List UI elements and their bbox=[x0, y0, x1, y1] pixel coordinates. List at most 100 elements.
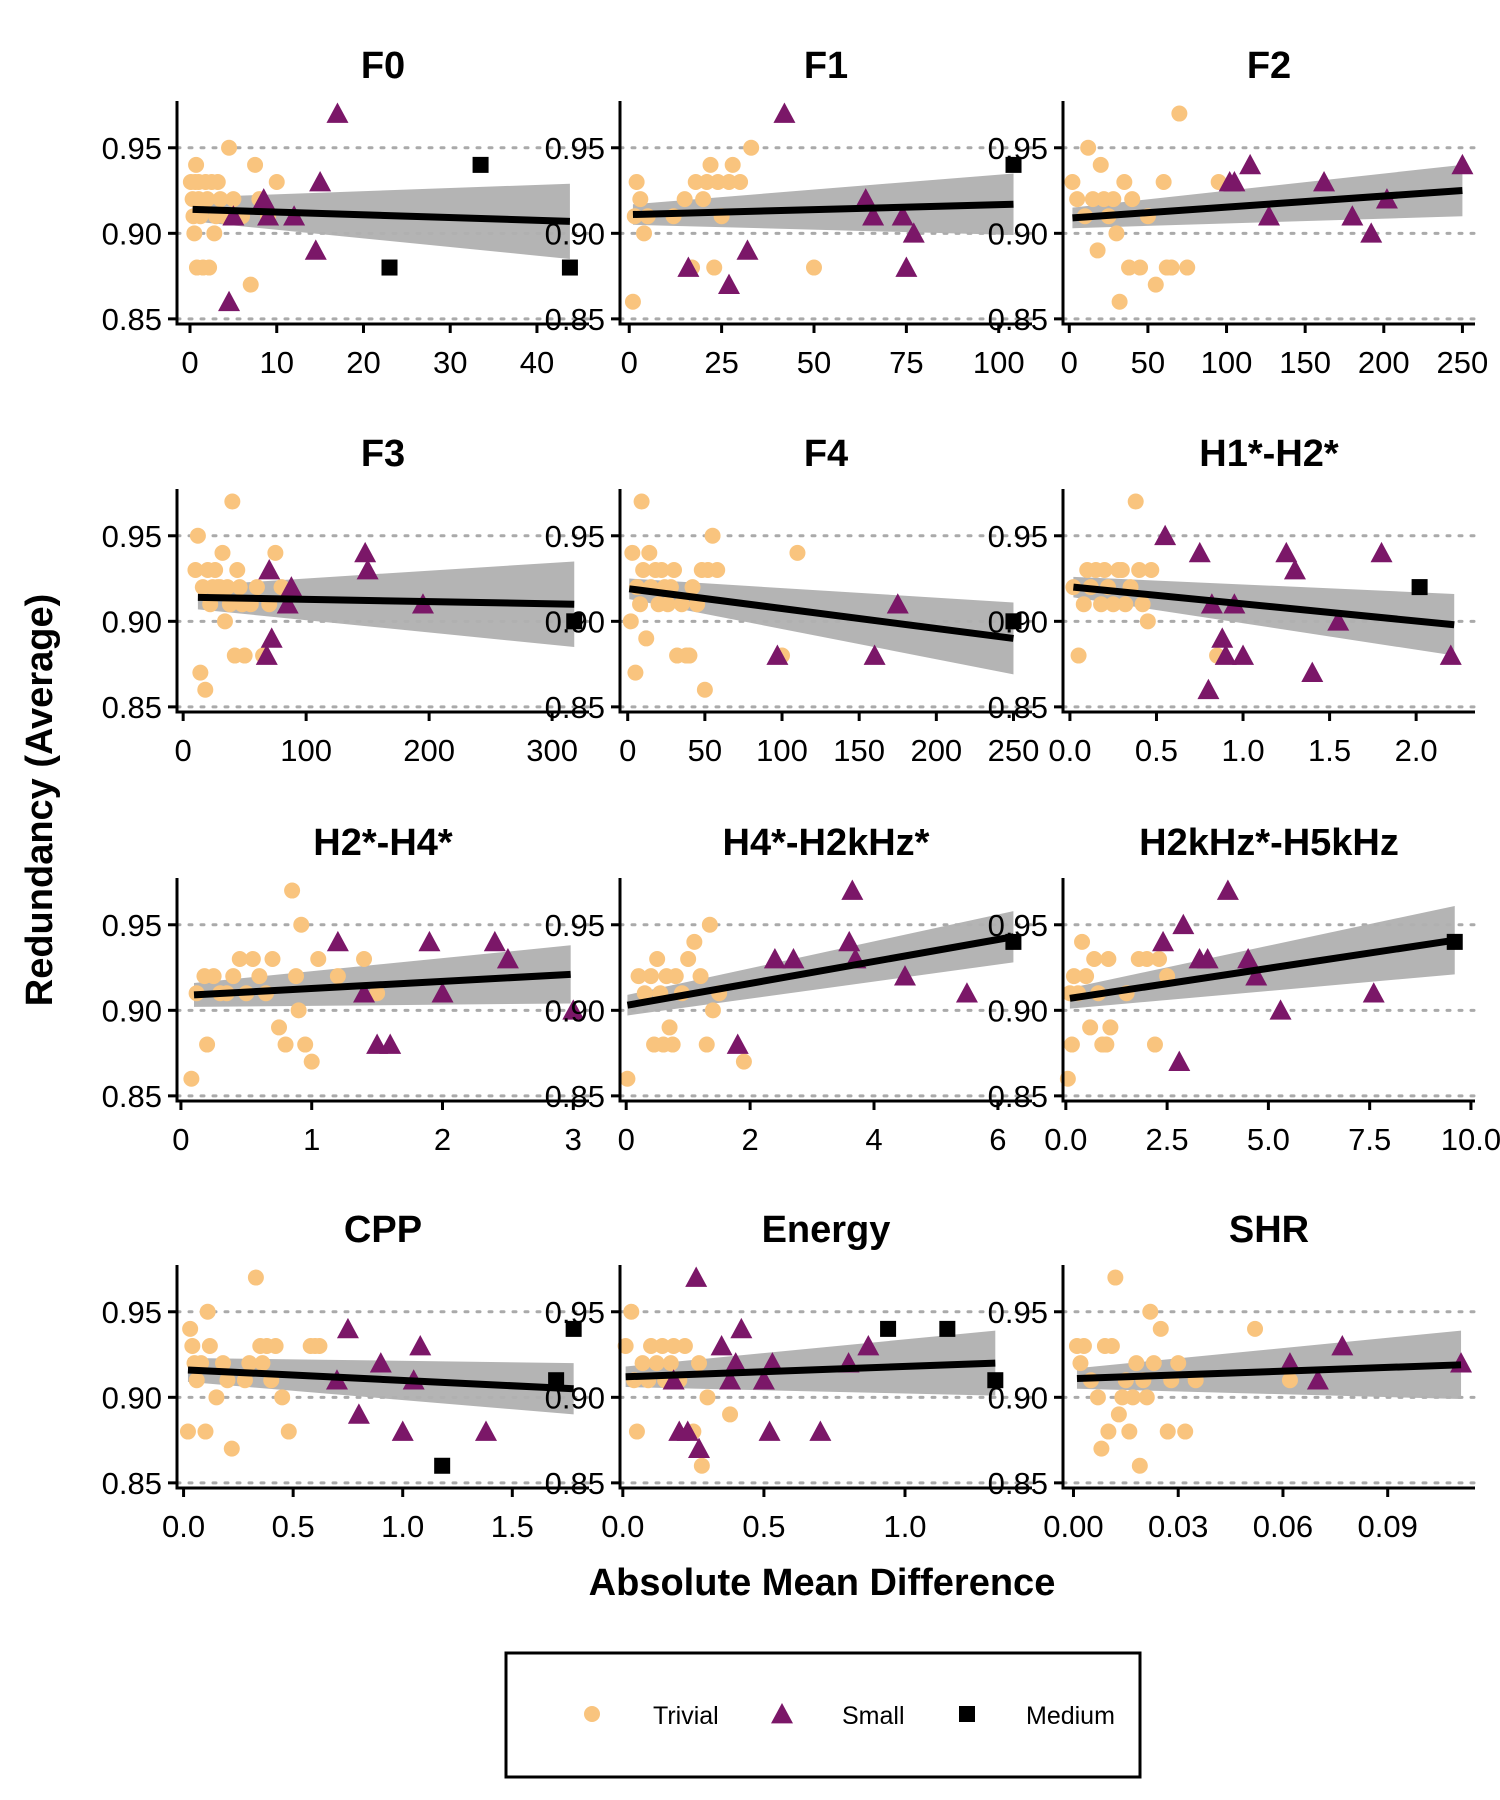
panel-title: CPP bbox=[344, 1209, 422, 1251]
panel-title: F4 bbox=[804, 433, 848, 475]
point-trivial bbox=[743, 139, 760, 156]
point-trivial bbox=[673, 596, 690, 613]
point-trivial bbox=[1075, 596, 1092, 613]
point-trivial bbox=[206, 225, 223, 242]
x-tick-label: 30 bbox=[433, 345, 467, 380]
series-small bbox=[325, 1317, 497, 1441]
y-tick-label: 0.85 bbox=[988, 690, 1048, 725]
point-trivial bbox=[356, 950, 373, 967]
point-small bbox=[347, 1403, 370, 1424]
panel-title: H4*-H2kHz* bbox=[723, 822, 930, 864]
point-small bbox=[676, 1420, 699, 1441]
x-tick-label: 0.5 bbox=[1135, 733, 1178, 768]
series-medium bbox=[1005, 613, 1022, 630]
point-trivial bbox=[244, 950, 261, 967]
point-small bbox=[475, 1420, 497, 1441]
point-trivial bbox=[1152, 1320, 1169, 1337]
point-trivial bbox=[219, 579, 236, 596]
x-tick-label: 0 bbox=[619, 733, 636, 768]
point-small bbox=[280, 576, 303, 597]
point-trivial bbox=[1064, 173, 1081, 190]
point-trivial bbox=[789, 544, 806, 561]
point-small bbox=[1362, 982, 1385, 1003]
x-tick-label: 0.0 bbox=[1048, 733, 1091, 768]
point-small bbox=[1283, 558, 1306, 580]
point-small bbox=[758, 1420, 781, 1441]
point-small bbox=[902, 222, 925, 243]
point-trivial bbox=[1100, 1423, 1117, 1440]
point-small bbox=[369, 1352, 392, 1373]
x-tick-label: 1.0 bbox=[381, 1509, 424, 1544]
point-medium bbox=[381, 259, 398, 276]
point-trivial bbox=[1105, 596, 1122, 613]
x-tick-label: 100 bbox=[280, 733, 332, 768]
x-tick-label: 0 bbox=[1061, 345, 1078, 380]
x-tick-label: 100 bbox=[1201, 345, 1253, 380]
point-small bbox=[1197, 678, 1220, 700]
point-trivial bbox=[247, 156, 264, 173]
x-tick-label: 1.0 bbox=[883, 1509, 926, 1544]
point-trivial bbox=[293, 916, 310, 933]
point-trivial bbox=[229, 561, 246, 578]
point-trivial bbox=[699, 1389, 716, 1406]
panel-h4-h2khz: H4*-H2kHz* 0.85 0.90 0.95 0 2 4 6 bbox=[545, 822, 1034, 1157]
x-tick-label: 6 bbox=[989, 1122, 1006, 1157]
point-trivial bbox=[214, 544, 231, 561]
point-small bbox=[304, 239, 327, 260]
point-small bbox=[1168, 1050, 1191, 1071]
point-trivial bbox=[1096, 561, 1113, 578]
point-trivial bbox=[1108, 225, 1125, 242]
point-trivial bbox=[805, 259, 822, 276]
point-trivial bbox=[1069, 191, 1086, 208]
point-trivial bbox=[189, 527, 206, 544]
y-tick-label: 0.95 bbox=[988, 908, 1048, 943]
point-trivial bbox=[1113, 561, 1130, 578]
point-trivial bbox=[290, 1002, 307, 1019]
fit-line bbox=[1073, 583, 1455, 629]
point-trivial bbox=[1092, 156, 1109, 173]
point-trivial bbox=[664, 1036, 681, 1053]
y-axis-title: Redundancy (Average) bbox=[19, 594, 61, 1006]
x-tick-label: 75 bbox=[889, 345, 923, 380]
panel-title: F2 bbox=[1247, 45, 1291, 87]
point-trivial bbox=[1138, 950, 1155, 967]
fit-line bbox=[625, 1359, 996, 1381]
x-tick-label: 100 bbox=[973, 345, 1025, 380]
series-medium bbox=[1411, 579, 1428, 596]
point-trivial bbox=[638, 630, 655, 647]
point-trivial bbox=[676, 1337, 693, 1354]
point-trivial bbox=[1121, 259, 1138, 276]
series-small bbox=[662, 1266, 880, 1458]
panel-title: F3 bbox=[361, 433, 405, 475]
point-small bbox=[730, 1317, 753, 1339]
point-trivial bbox=[199, 191, 216, 208]
point-trivial bbox=[1093, 1440, 1110, 1457]
point-trivial bbox=[692, 968, 709, 985]
legend: Trivial Small Medium bbox=[504, 1651, 1142, 1779]
point-trivial bbox=[681, 647, 698, 664]
panel-energy: Energy 0.85 0.90 0.95 0.0 0.5 1.0 bbox=[545, 1209, 1034, 1544]
point-small bbox=[309, 170, 332, 192]
point-trivial bbox=[199, 1303, 216, 1320]
point-small bbox=[838, 930, 861, 952]
point-trivial bbox=[274, 1389, 291, 1406]
point-trivial bbox=[1147, 276, 1164, 293]
series-medium bbox=[566, 613, 583, 630]
y-tick-label: 0.95 bbox=[545, 519, 605, 554]
point-small bbox=[1214, 644, 1237, 665]
point-trivial bbox=[1107, 1269, 1124, 1286]
point-trivial bbox=[310, 950, 327, 967]
point-trivial bbox=[709, 173, 726, 190]
y-tick-label: 0.85 bbox=[988, 1079, 1048, 1114]
point-trivial bbox=[632, 596, 649, 613]
y-tick-label: 0.90 bbox=[545, 604, 605, 639]
point-small bbox=[763, 947, 786, 969]
point-trivial bbox=[231, 579, 248, 596]
point-trivial bbox=[627, 664, 644, 681]
y-tick-label: 0.90 bbox=[545, 1380, 605, 1415]
point-trivial bbox=[1089, 1389, 1106, 1406]
point-trivial bbox=[635, 561, 652, 578]
point-small bbox=[1237, 947, 1260, 969]
legend-entry-medium: Medium bbox=[959, 1702, 1115, 1730]
point-small bbox=[1341, 205, 1364, 226]
